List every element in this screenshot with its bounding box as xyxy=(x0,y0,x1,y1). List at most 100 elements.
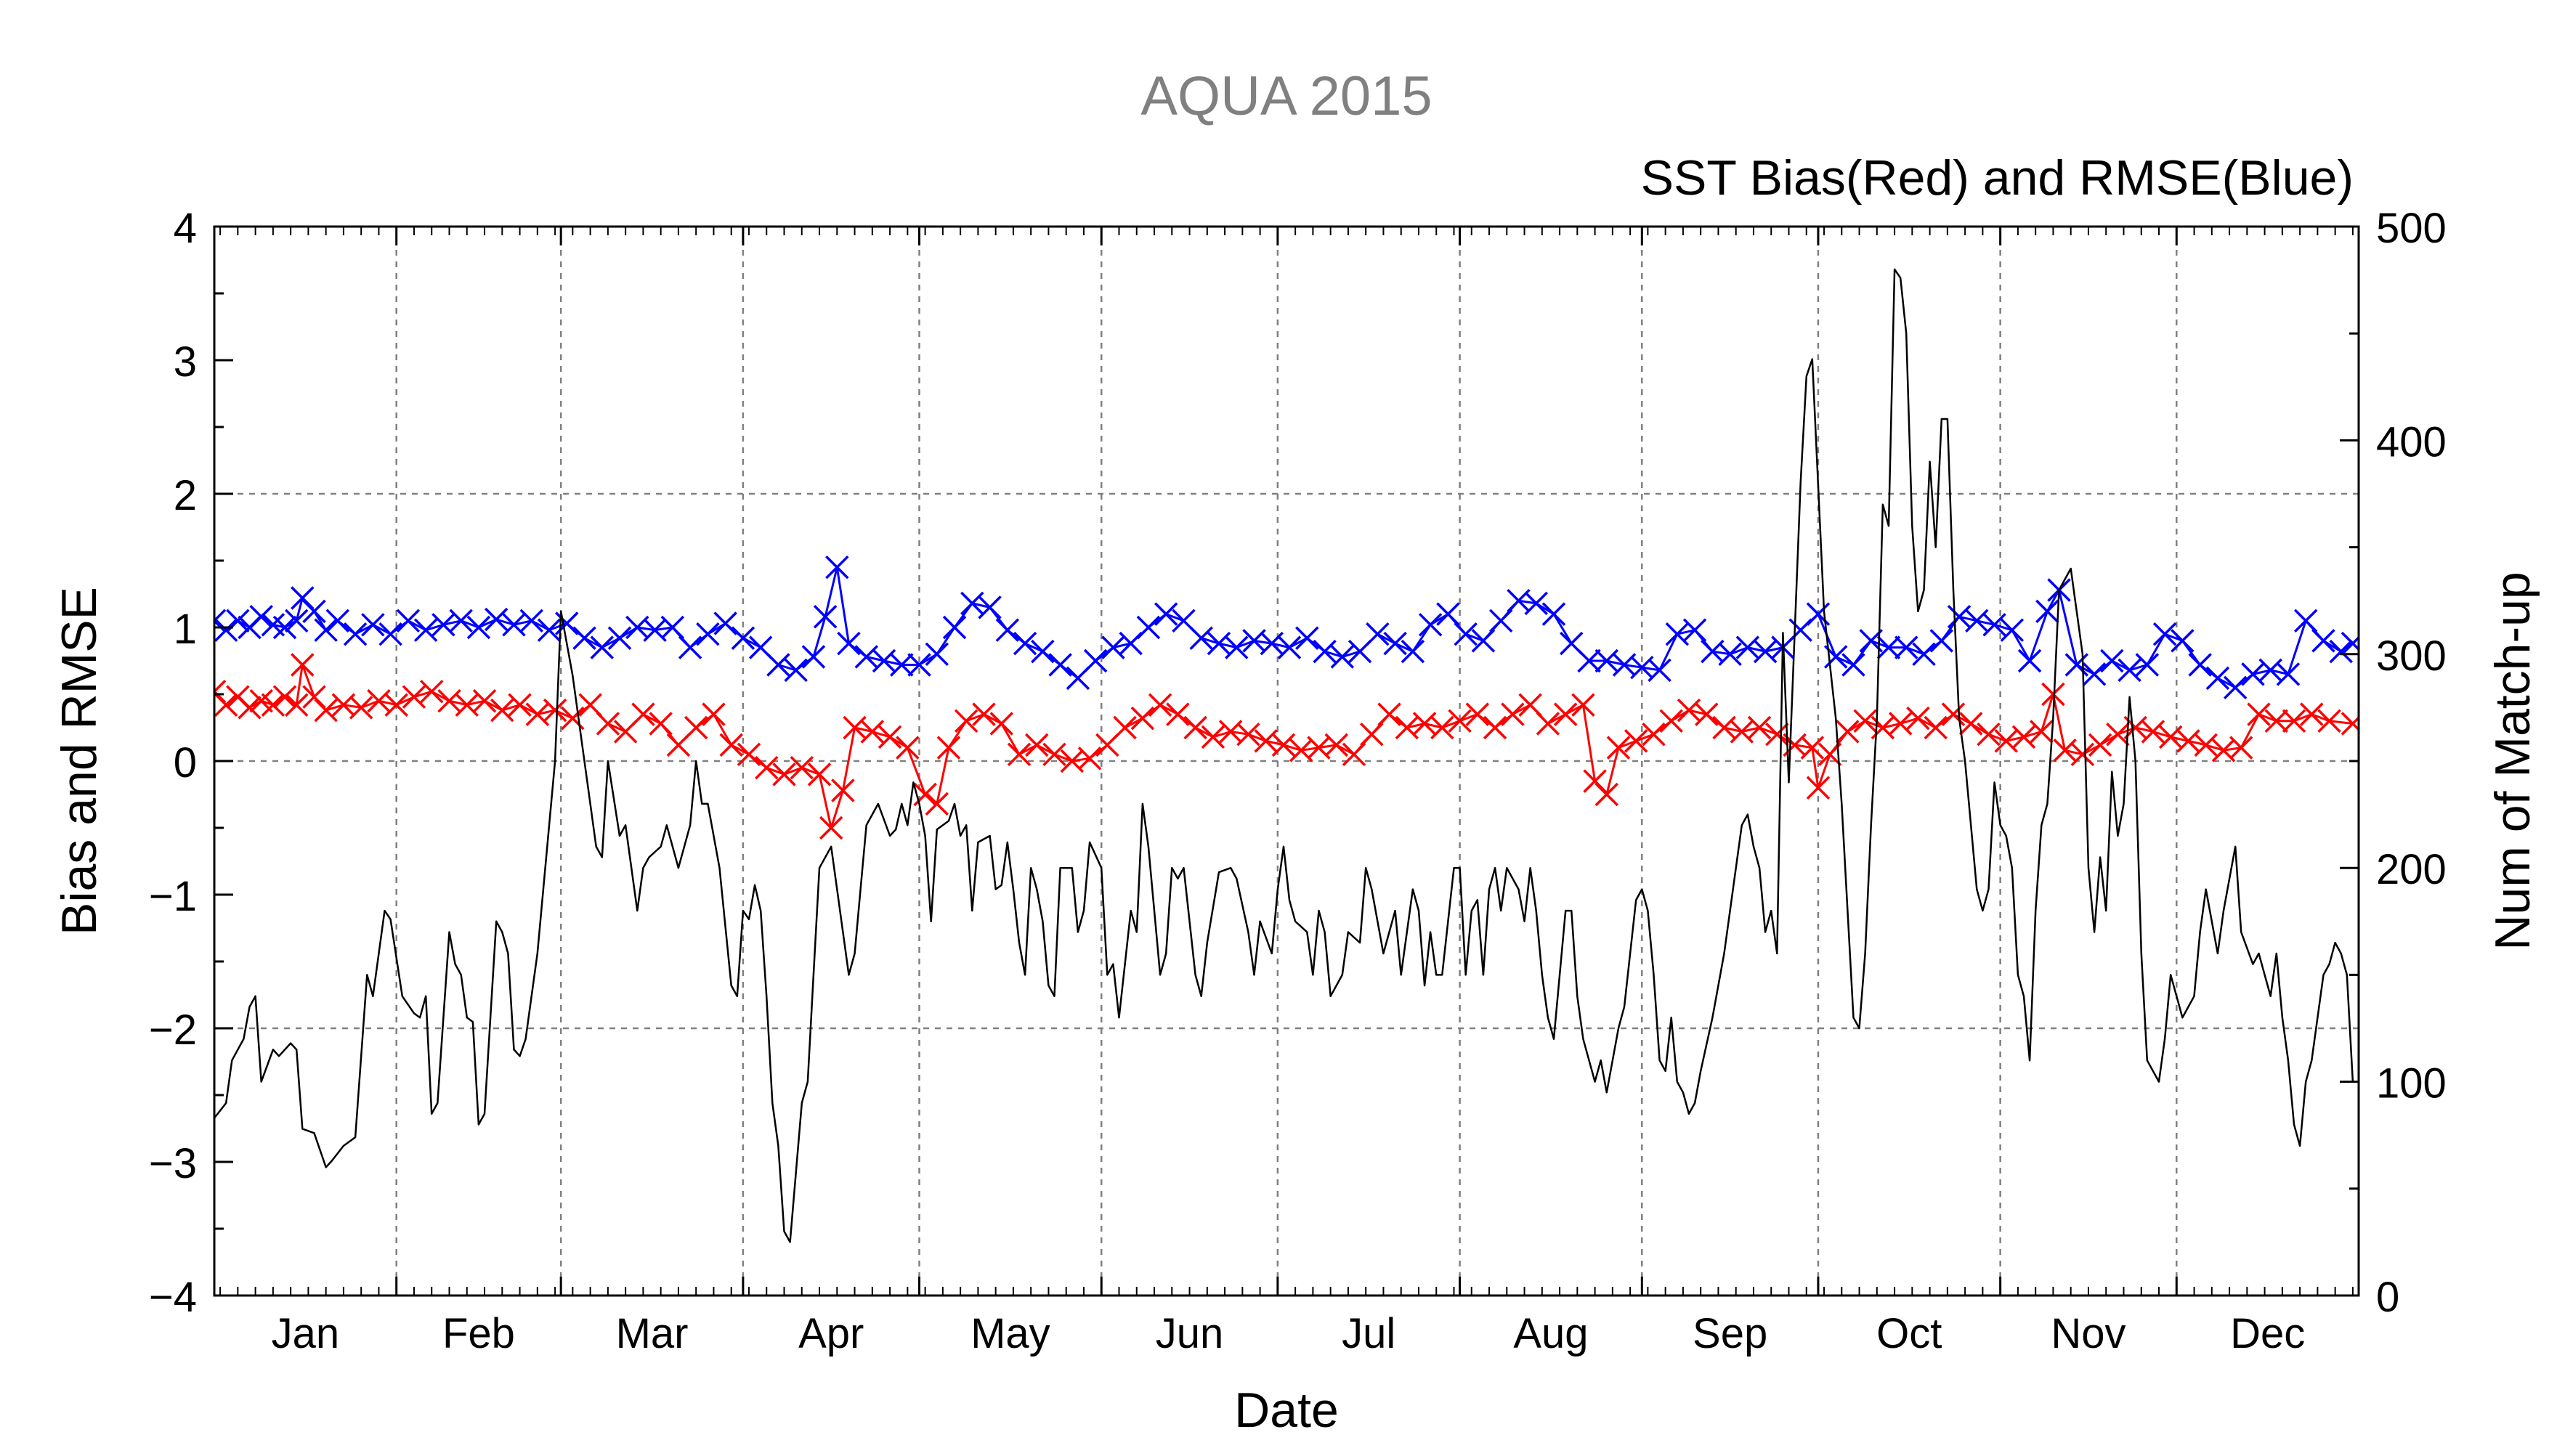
x-tick-label: Mar xyxy=(616,1310,689,1357)
point-bias xyxy=(989,712,1013,736)
point-bias xyxy=(1430,715,1454,740)
point-bias xyxy=(954,709,978,733)
point-bias xyxy=(596,712,620,736)
point-rmse xyxy=(660,615,685,640)
x-tick-label: Jun xyxy=(1156,1310,1224,1357)
point-bias xyxy=(472,688,497,713)
y-axis-label: Bias and RMSE xyxy=(52,587,107,935)
point-bias xyxy=(790,755,814,780)
point-bias xyxy=(831,778,855,802)
point-bias xyxy=(490,698,514,723)
series-matchup xyxy=(214,268,2354,1243)
point-rmse xyxy=(2152,622,2177,646)
point-rmse xyxy=(1189,626,1213,650)
y-tick-label: 2 xyxy=(174,472,197,519)
y2-tick-label: 0 xyxy=(2376,1274,2399,1321)
point-bias xyxy=(1377,702,1401,726)
point-rmse xyxy=(2135,653,2160,677)
point-rmse xyxy=(302,599,326,624)
y2-axis-label: Num of Match-up xyxy=(2485,572,2540,951)
point-rmse xyxy=(1894,635,1918,659)
point-bias xyxy=(1747,715,1772,740)
point-rmse xyxy=(2276,662,2301,686)
point-rmse xyxy=(995,618,1020,642)
x-tick-label: Dec xyxy=(2230,1310,2305,1357)
y-tick-label: −4 xyxy=(149,1274,197,1321)
point-rmse xyxy=(1876,635,1901,659)
point-rmse xyxy=(484,607,508,632)
point-bias xyxy=(1624,729,1648,753)
point-rmse xyxy=(314,618,338,642)
point-bias xyxy=(1166,702,1190,726)
point-bias xyxy=(1594,782,1619,807)
point-rmse xyxy=(1524,591,1548,616)
x-tick-label: Oct xyxy=(1876,1310,1942,1357)
x-tick-label: Nov xyxy=(2051,1310,2125,1357)
point-bias xyxy=(649,712,673,736)
point-rmse xyxy=(1982,613,2006,637)
point-rmse xyxy=(2017,648,2042,673)
point-rmse xyxy=(607,626,632,650)
chart-title: AQUA 2015 xyxy=(1140,65,1432,127)
point-rmse xyxy=(696,622,720,646)
point-rmse xyxy=(519,609,543,633)
y2-tick-label: 500 xyxy=(2376,205,2447,252)
point-bias xyxy=(314,698,338,723)
point-bias xyxy=(2300,702,2324,726)
point-bias xyxy=(1958,712,1983,736)
point-bias xyxy=(1042,742,1066,767)
point-bias xyxy=(284,693,309,717)
point-rmse xyxy=(572,626,596,650)
point-rmse xyxy=(413,618,438,642)
point-bias xyxy=(807,762,832,786)
point-rmse xyxy=(1295,626,1319,650)
point-rmse xyxy=(449,609,473,633)
point-bias xyxy=(2106,722,2130,747)
point-bias xyxy=(702,702,726,726)
point-bias xyxy=(2229,736,2253,760)
point-rmse xyxy=(214,618,238,642)
point-bias xyxy=(737,742,761,767)
point-rmse xyxy=(1454,622,1478,646)
point-rmse xyxy=(1330,645,1355,669)
point-bias xyxy=(1465,702,1490,726)
point-rmse xyxy=(343,622,368,646)
point-bias xyxy=(420,680,444,704)
point-rmse xyxy=(825,555,849,579)
y-tick-label: −1 xyxy=(149,873,197,920)
chart-subtitle: SST Bias(Red) and RMSE(Blue) xyxy=(1641,150,2354,206)
point-rmse xyxy=(1031,639,1055,664)
x-axis-label: Date xyxy=(1234,1383,1339,1438)
point-rmse xyxy=(2035,599,2059,624)
point-bias xyxy=(2282,709,2306,733)
point-bias xyxy=(2141,720,2165,744)
point-bias xyxy=(1800,736,1825,760)
y-tick-label: 4 xyxy=(174,205,197,252)
point-bias xyxy=(1183,715,1207,740)
x-tick-label: Jul xyxy=(1342,1310,1395,1357)
point-bias xyxy=(2030,720,2054,744)
point-rmse xyxy=(1577,648,1601,673)
point-bias xyxy=(1025,733,1049,757)
point-bias xyxy=(1806,776,1831,800)
labels: AQUA 2015 SST Bias(Red) and RMSE(Blue) D… xyxy=(52,65,2540,1438)
point-bias xyxy=(2341,712,2359,736)
point-rmse xyxy=(325,609,350,633)
point-bias xyxy=(1924,715,1948,740)
point-rmse xyxy=(1488,609,1513,633)
grid xyxy=(214,227,2359,1296)
point-rmse xyxy=(2205,666,2230,691)
point-bias xyxy=(936,736,961,760)
point-bias xyxy=(1077,747,1102,770)
point-rmse xyxy=(1471,629,1496,653)
point-rmse xyxy=(1277,635,1302,659)
point-bias xyxy=(1236,722,1260,747)
point-rmse xyxy=(1648,658,1671,683)
point-bias xyxy=(402,685,426,709)
point-rmse xyxy=(2100,648,2124,673)
point-bias xyxy=(1448,709,1472,733)
point-rmse xyxy=(1083,648,1108,673)
point-rmse xyxy=(890,653,914,677)
point-rmse xyxy=(731,626,755,650)
